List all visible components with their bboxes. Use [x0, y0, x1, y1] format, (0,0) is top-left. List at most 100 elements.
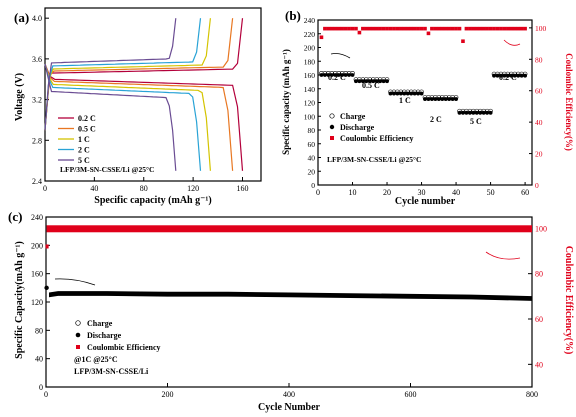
charge-point: [491, 71, 497, 77]
discharge-point: [364, 79, 369, 84]
discharge-point: [423, 97, 427, 101]
y-tick-label: 240: [31, 213, 43, 222]
charge-point: [412, 89, 417, 95]
charge-point: [398, 89, 404, 95]
discharge-point: [450, 97, 455, 101]
charge-point: [384, 77, 390, 82]
panel-b-ylabel: Specific capacity (mAh g⁻¹): [281, 49, 291, 155]
charge-point: [498, 71, 504, 77]
charge-point: [474, 108, 480, 114]
discharge-point: [360, 79, 365, 84]
ce-point: [506, 26, 510, 31]
charge-point: [436, 95, 442, 100]
y-tick-label: 20: [308, 167, 316, 176]
ce-point: [502, 26, 507, 31]
discharge-point: [512, 73, 517, 78]
charge-point: [377, 77, 383, 82]
charge-point: [426, 95, 431, 100]
discharge-point: [478, 110, 483, 115]
charge-point: [464, 108, 469, 114]
charge-point: [467, 108, 473, 114]
ce-point: [354, 26, 358, 31]
x-tick-label: 600: [405, 390, 417, 399]
panel-c-label: (c): [8, 209, 22, 224]
charge-point: [484, 108, 490, 114]
discharge-point: [471, 110, 476, 115]
y-tick-label: 40: [35, 355, 43, 364]
ce-point: [423, 26, 427, 31]
discharge-point: [443, 97, 448, 101]
discharge-point: [381, 79, 386, 84]
discharge-curve-5C: [44, 63, 177, 171]
x-tick-label: 400: [283, 390, 295, 399]
charge-point: [488, 108, 493, 114]
y-tick-label: 240: [304, 16, 316, 25]
discharge-point: [440, 97, 445, 101]
discharge-point: [402, 91, 407, 96]
panel-c-y2label: Coulombic Efficiency(%): [563, 246, 574, 355]
y-tick-label: 3.6: [32, 55, 42, 64]
discharge-point: [481, 110, 486, 115]
legend-charge-marker: [75, 320, 81, 326]
ce-point: [443, 26, 448, 31]
charge-point: [329, 71, 335, 76]
charge-point: [343, 71, 348, 76]
charge-point: [415, 89, 421, 95]
ce-point: [357, 30, 362, 35]
charge-point: [439, 95, 445, 100]
ce-point: [433, 26, 438, 31]
charge-point: [502, 71, 507, 77]
y-tick-label: 40: [308, 154, 316, 163]
charge-point: [395, 89, 400, 95]
ce-point: [347, 26, 351, 31]
ce-point: [488, 26, 493, 31]
charge-point: [453, 95, 459, 100]
y-tick-label: 60: [308, 140, 316, 149]
discharge-point: [474, 110, 479, 115]
discharge-point: [357, 79, 362, 84]
y-tick-label: 160: [304, 71, 316, 80]
legend-label-0: Charge: [340, 112, 366, 121]
discharge-point: [319, 73, 324, 77]
x-tick-label: 0: [316, 188, 320, 197]
charge-point: [374, 77, 379, 82]
discharge-point: [519, 73, 524, 78]
panel-a-plot-frame: [44, 7, 262, 182]
discharge-point: [509, 73, 514, 78]
panel-c-note1: @1C @25°C: [74, 355, 118, 364]
discharge-curve-2C: [44, 63, 202, 171]
legend-label-0: Charge: [87, 319, 113, 328]
ce-point: [392, 26, 396, 31]
charge-point: [336, 71, 342, 76]
discharge-point: [447, 97, 452, 101]
discharge-point: [333, 73, 338, 77]
discharge-point: [464, 110, 469, 115]
y-tick-label: 160: [31, 270, 43, 279]
discharge-point: [323, 73, 327, 77]
discharge-point: [347, 73, 351, 77]
charge-point: [457, 108, 462, 114]
panel-b-label: (b): [285, 8, 301, 23]
ce-point: [495, 26, 500, 31]
x-tick-label: 40: [90, 184, 98, 193]
legend-charge-marker: [329, 113, 335, 119]
legend-label-2: 1 C: [78, 135, 90, 144]
y-tick-label: 200: [304, 44, 316, 53]
rate-label-3: 2 C: [430, 115, 442, 124]
x-tick-label: 60: [521, 188, 529, 197]
ce-point: [516, 26, 520, 31]
legend-label-0: 0.2 C: [78, 114, 96, 123]
legend-label-2: Coulombic Efficiency: [340, 134, 414, 143]
ce-point: [474, 26, 479, 31]
y-tick-label: 2.4: [32, 177, 42, 186]
discharge-point: [416, 91, 420, 96]
panel-b-xlabel: Cycle number: [395, 196, 456, 207]
charge-point: [391, 89, 397, 95]
discharge-point-first: [44, 285, 49, 291]
discharge-point: [409, 91, 414, 96]
x-tick-label: 800: [526, 390, 538, 399]
ce-point: [326, 26, 331, 31]
x-tick-label: 50: [487, 188, 495, 197]
charge-point: [332, 71, 338, 76]
